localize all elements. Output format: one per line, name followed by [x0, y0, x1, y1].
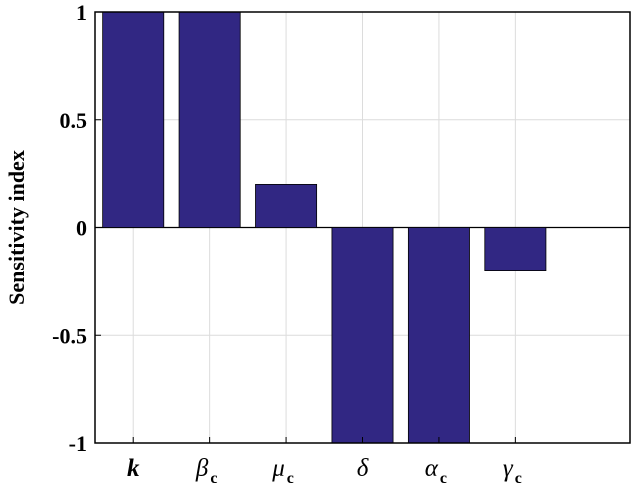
y-tick-label: -1	[69, 431, 87, 456]
bar	[178, 11, 241, 228]
bar	[484, 227, 547, 271]
x-tick-symbol: δ	[357, 455, 369, 482]
x-tick-symbol: β	[195, 455, 209, 482]
bar	[407, 227, 470, 444]
x-tick-subscript: c	[515, 470, 522, 487]
y-tick-label: 0	[76, 216, 87, 241]
y-axis-label: Sensitivity index	[4, 150, 29, 305]
y-tick-label: 0.5	[60, 108, 88, 133]
x-tick-subscript: c	[287, 470, 294, 487]
y-tick-label: -0.5	[52, 323, 87, 348]
x-tick-symbol: α	[425, 455, 439, 482]
bars	[102, 11, 547, 444]
y-tick-label: 1	[76, 0, 87, 25]
x-tick-symbol: μ	[271, 455, 285, 482]
bar	[102, 11, 165, 228]
x-tick-subscript: c	[440, 470, 447, 487]
x-tick-label: k	[127, 455, 140, 482]
bar	[331, 227, 394, 444]
x-tick-symbol: γ	[503, 455, 514, 482]
x-tick-label: δ	[357, 455, 369, 482]
x-tick-subscript: c	[210, 470, 217, 487]
y-tick-labels: 1 0.5 0 -0.5 -1	[52, 0, 101, 456]
x-tick-symbol: k	[127, 455, 140, 482]
bar	[255, 183, 318, 228]
